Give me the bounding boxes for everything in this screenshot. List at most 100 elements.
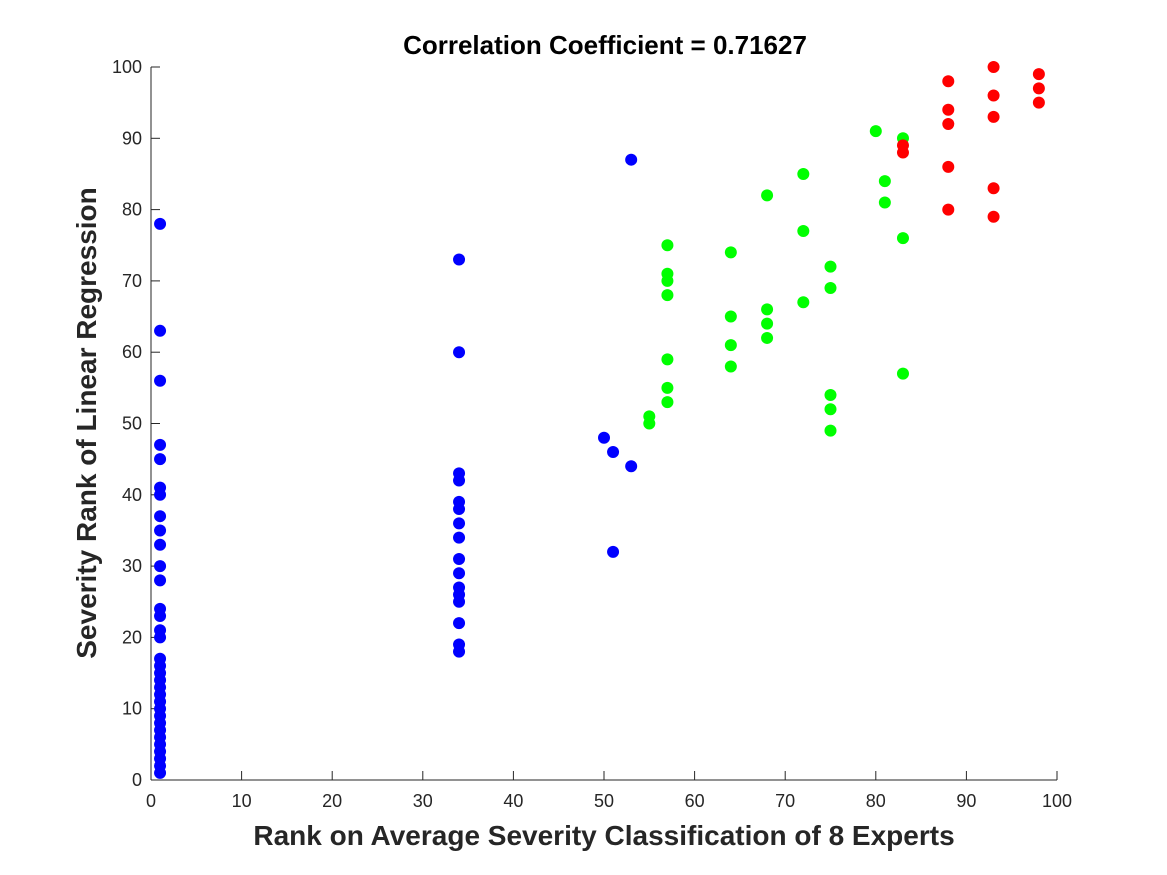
y-tick-label: 20 bbox=[122, 627, 142, 647]
data-point bbox=[761, 317, 774, 330]
data-point bbox=[942, 118, 955, 131]
data-point bbox=[761, 331, 774, 344]
y-axis-label: Severity Rank of Linear Regression bbox=[71, 187, 102, 659]
data-point bbox=[797, 167, 810, 180]
y-tick-label: 90 bbox=[122, 128, 142, 148]
data-point bbox=[942, 103, 955, 116]
y-tick-label: 100 bbox=[112, 57, 142, 77]
x-tick-label: 90 bbox=[956, 791, 976, 811]
x-tick-label: 0 bbox=[146, 791, 156, 811]
data-point bbox=[643, 410, 656, 423]
x-tick-label: 100 bbox=[1042, 791, 1072, 811]
y-tick-label: 80 bbox=[122, 200, 142, 220]
data-point bbox=[869, 125, 882, 138]
data-point bbox=[607, 446, 620, 459]
data-point bbox=[661, 353, 674, 366]
data-point bbox=[761, 189, 774, 202]
series-1 bbox=[154, 153, 638, 779]
data-point bbox=[824, 388, 837, 401]
data-point bbox=[724, 360, 737, 373]
data-point bbox=[453, 531, 466, 544]
data-point bbox=[1032, 96, 1045, 109]
data-point bbox=[661, 267, 674, 280]
data-point bbox=[154, 481, 167, 494]
data-point bbox=[154, 510, 167, 523]
x-tick-label: 70 bbox=[775, 791, 795, 811]
data-point bbox=[154, 602, 167, 615]
x-tick-label: 30 bbox=[413, 791, 433, 811]
data-point bbox=[453, 253, 466, 266]
data-point bbox=[154, 374, 167, 387]
y-tick-label: 60 bbox=[122, 342, 142, 362]
data-point bbox=[896, 367, 909, 380]
data-point bbox=[987, 182, 1000, 195]
y-tick-label: 0 bbox=[132, 770, 142, 790]
axis-ticks: 0 10 20 30 40 50 60 70 80 90 100 0 10 20 30 40 50 60 70 80 9… bbox=[112, 57, 1072, 811]
data-point bbox=[987, 110, 1000, 123]
data-point bbox=[154, 560, 167, 573]
data-point bbox=[607, 545, 620, 558]
data-point bbox=[942, 160, 955, 173]
data-point bbox=[878, 175, 891, 188]
data-point bbox=[896, 232, 909, 245]
data-point bbox=[987, 61, 1000, 73]
data-point bbox=[453, 567, 466, 580]
data-point bbox=[453, 552, 466, 565]
data-point bbox=[154, 453, 167, 466]
data-point bbox=[453, 495, 466, 508]
y-tick-label: 70 bbox=[122, 271, 142, 291]
data-point bbox=[154, 652, 167, 665]
data-point bbox=[1032, 68, 1045, 81]
data-point bbox=[661, 289, 674, 302]
y-tick-label: 10 bbox=[122, 699, 142, 719]
data-point bbox=[942, 75, 955, 88]
data-point bbox=[724, 339, 737, 352]
data-point bbox=[625, 153, 638, 166]
data-point bbox=[453, 346, 466, 359]
data-point bbox=[942, 203, 955, 216]
x-tick-label: 60 bbox=[685, 791, 705, 811]
data-point bbox=[453, 517, 466, 530]
data-point bbox=[797, 224, 810, 237]
data-point bbox=[154, 538, 167, 551]
data-point bbox=[724, 246, 737, 259]
y-tick-label: 40 bbox=[122, 485, 142, 505]
data-point bbox=[724, 310, 737, 323]
y-tick-label: 30 bbox=[122, 556, 142, 576]
data-point bbox=[661, 239, 674, 252]
data-point bbox=[878, 196, 891, 209]
data-point bbox=[154, 324, 167, 337]
data-point bbox=[761, 303, 774, 316]
x-tick-label: 50 bbox=[594, 791, 614, 811]
x-tick-label: 40 bbox=[503, 791, 523, 811]
data-point bbox=[987, 210, 1000, 223]
data-point bbox=[661, 396, 674, 409]
data-point bbox=[453, 581, 466, 594]
data-point bbox=[453, 638, 466, 651]
series-2 bbox=[643, 125, 909, 437]
x-axis-label: Rank on Average Severity Classification … bbox=[253, 820, 954, 851]
data-point bbox=[453, 467, 466, 480]
data-point bbox=[824, 424, 837, 437]
series-3 bbox=[896, 61, 1045, 223]
x-tick-label: 20 bbox=[322, 791, 342, 811]
data-point bbox=[896, 139, 909, 152]
data-point bbox=[824, 260, 837, 273]
data-point bbox=[797, 296, 810, 309]
data-point bbox=[824, 282, 837, 295]
chart-title: Correlation Coefficient = 0.71627 bbox=[403, 30, 807, 60]
y-tick-label: 50 bbox=[122, 414, 142, 434]
x-tick-label: 10 bbox=[232, 791, 252, 811]
data-point bbox=[824, 403, 837, 416]
x-tick-label: 80 bbox=[866, 791, 886, 811]
data-point bbox=[661, 381, 674, 394]
data-point bbox=[154, 524, 167, 537]
data-points bbox=[154, 61, 1045, 779]
data-point bbox=[625, 460, 638, 473]
data-point bbox=[453, 617, 466, 630]
data-point bbox=[154, 438, 167, 451]
data-point bbox=[154, 217, 167, 230]
data-point bbox=[154, 624, 167, 637]
data-point bbox=[154, 574, 167, 587]
